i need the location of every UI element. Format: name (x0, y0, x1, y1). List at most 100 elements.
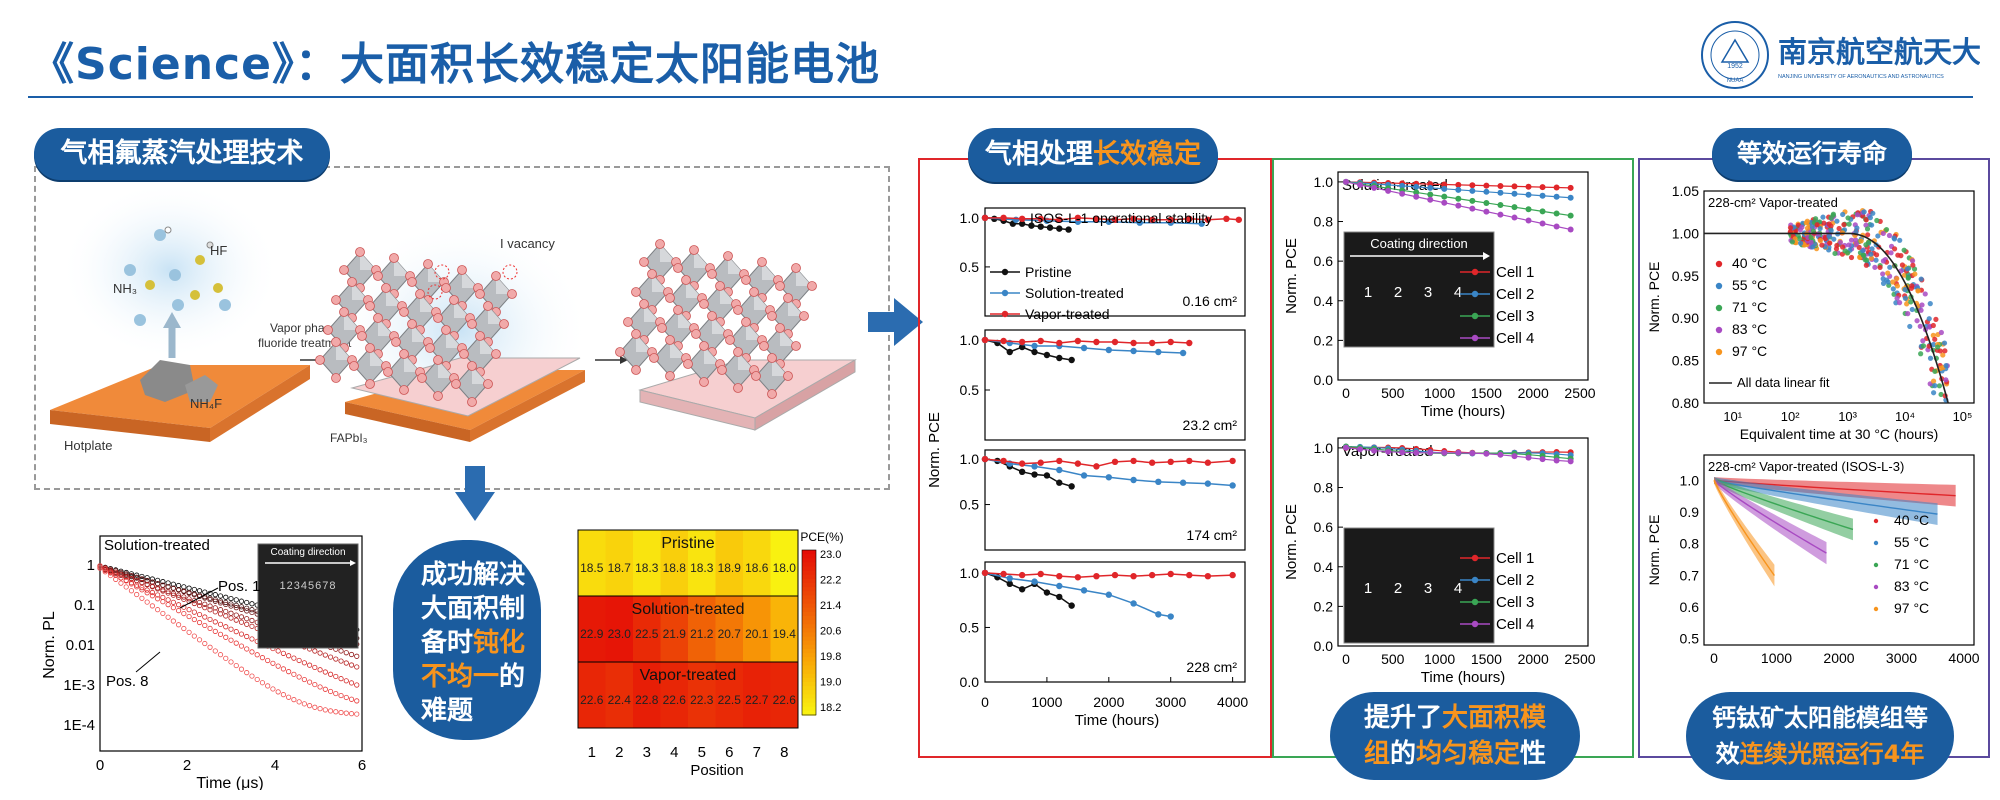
lifetime-point (1880, 280, 1887, 286)
lifetime-point (1810, 244, 1816, 250)
lifetime-point (1926, 316, 1932, 322)
pl-point (155, 586, 161, 592)
lifetime-bottom-ytick: 0.5 (1680, 631, 1700, 647)
pl-point (348, 696, 355, 702)
pl-point (149, 589, 156, 596)
pl-point (118, 580, 124, 586)
pl-point (149, 576, 156, 582)
stability-point (1031, 348, 1038, 356)
uniformity-point (1413, 449, 1420, 456)
pl-point (144, 575, 150, 581)
coating-label: Coating direction (1370, 236, 1468, 251)
uniformity-legend-marker (1471, 268, 1479, 276)
lifetime-point (1870, 210, 1876, 216)
uniformity-point (1539, 220, 1546, 227)
uniformity-point (1427, 449, 1434, 456)
pl-point (228, 615, 234, 621)
stability-point (1028, 222, 1035, 229)
heatmap-cell (578, 596, 606, 662)
pl-point (244, 633, 250, 640)
heatmap-colorbar-tick: 23.0 (820, 549, 841, 561)
pl-point (196, 637, 203, 643)
lifetime-point (1877, 264, 1883, 271)
uniformity-point (1469, 197, 1476, 204)
lifetime-point (1808, 234, 1814, 241)
uniformity-point (1357, 181, 1364, 188)
stability-point (1235, 216, 1243, 223)
pl-point (312, 704, 318, 710)
pl-point (223, 655, 229, 661)
lifetime-point (1898, 253, 1904, 259)
pl-point (354, 664, 360, 670)
uniformity-point (1469, 187, 1476, 194)
lifetime-point (1910, 262, 1916, 268)
uniformity-point (1525, 217, 1532, 224)
pl-point (343, 710, 349, 716)
stability-point (1006, 348, 1013, 356)
lifetime-point (1826, 233, 1832, 240)
stability-legend-label: Solution-treated (1025, 285, 1124, 301)
pl-ytick-1: 0.1 (74, 597, 95, 614)
stability-point (1037, 223, 1044, 230)
pl-point (181, 594, 187, 600)
pl-point (238, 606, 245, 612)
pl-point (207, 625, 213, 632)
stability-point (1065, 226, 1072, 233)
pl-point (291, 655, 297, 661)
lifetime-bottom-ytick: 0.9 (1680, 504, 1700, 520)
stability-point (1167, 216, 1174, 223)
pl-point (191, 598, 197, 604)
pl-pos1: Pos. 1 (218, 578, 261, 595)
pl-point (296, 699, 302, 705)
pl-point (160, 594, 166, 601)
pl-point (128, 581, 135, 587)
uniformity-ytick: 0.2 (1314, 332, 1334, 348)
uniformity-point (1413, 183, 1420, 190)
pl-point (291, 697, 297, 703)
uniformity-point (1567, 212, 1574, 219)
pl-point (186, 585, 192, 591)
lifetime-point (1867, 215, 1873, 221)
pl-point (238, 666, 245, 672)
lifetime-point (1905, 311, 1911, 317)
pl-point (338, 692, 344, 699)
pl-point (102, 569, 108, 575)
pl-point (327, 708, 334, 714)
pl-point (181, 596, 187, 602)
pl-point (191, 592, 197, 598)
stability-point (1148, 216, 1156, 223)
pl-point (223, 608, 229, 615)
heatmap-cell (688, 596, 716, 662)
uniformity-point (1567, 194, 1574, 201)
heatmap-value: 18.3 (690, 561, 714, 575)
lifetime-ytick: 0.85 (1672, 353, 1699, 369)
uniformity-point (1539, 456, 1546, 463)
uniformity-point (1553, 457, 1560, 464)
page-title: 《Science》：大面积长效稳定太阳能电池 (30, 39, 880, 90)
lifetime-bottom-ytick: 1.0 (1680, 472, 1700, 488)
pl-point (238, 614, 245, 620)
pl-point (228, 626, 234, 632)
module-cell-number: 1 (1364, 284, 1372, 301)
pl-point (327, 654, 334, 660)
heatmap-value: 21.9 (663, 627, 687, 641)
pl-point (244, 621, 250, 627)
lifetime-point (1909, 306, 1915, 313)
stability-point (1229, 457, 1236, 465)
lifetime-point (1891, 246, 1898, 252)
heatmap-value: 22.7 (745, 693, 769, 707)
lifetime-point (1912, 271, 1918, 277)
uniformity-point (1469, 205, 1476, 212)
pl-point (186, 596, 192, 602)
pl-point (317, 667, 323, 673)
pl-point (217, 611, 224, 617)
pl-point (265, 657, 271, 664)
lifetime-point (1852, 237, 1859, 243)
pl-point (212, 648, 218, 654)
stability-point (1080, 587, 1088, 594)
uniformity-point (1539, 184, 1546, 191)
uniformity-point (1511, 204, 1518, 211)
uniformity-subplot (1337, 437, 1589, 647)
callout1-line1: 成功解决 (421, 560, 526, 590)
pl-point (306, 679, 313, 685)
